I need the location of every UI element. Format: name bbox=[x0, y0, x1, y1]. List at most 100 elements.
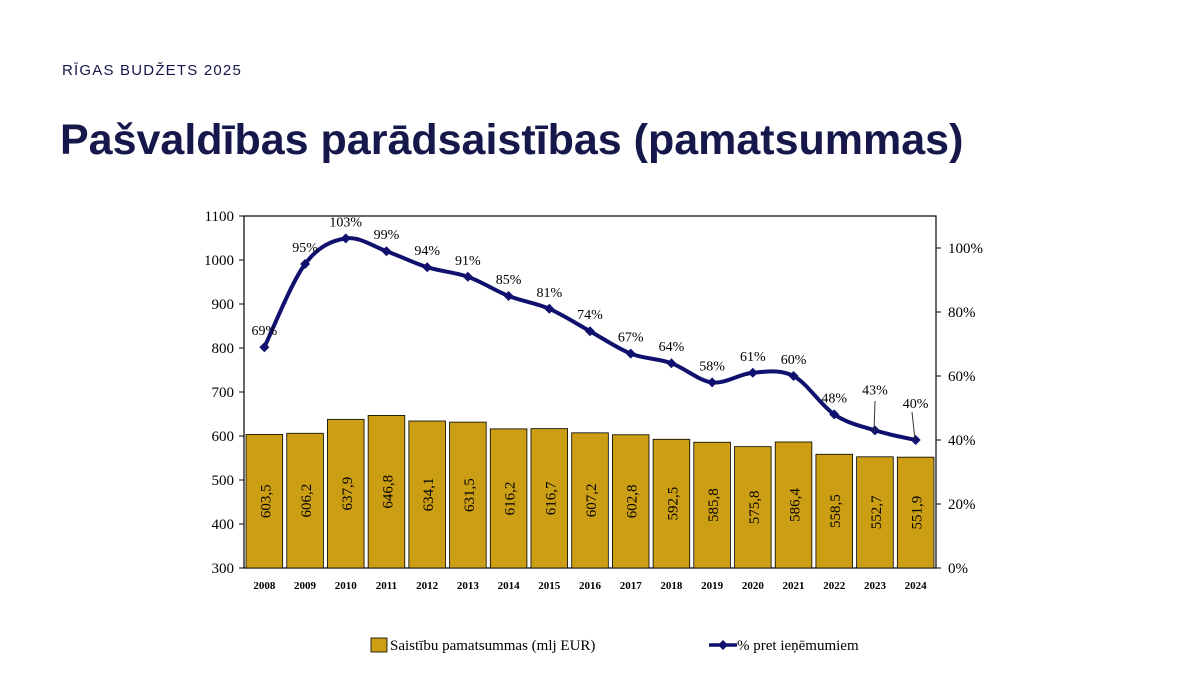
x-tick-2010: 2010 bbox=[335, 580, 358, 592]
x-tick-2014: 2014 bbox=[498, 580, 521, 592]
bar-2016 bbox=[571, 432, 609, 569]
page-title: Pašvaldības parādsaistības (pamatsummas) bbox=[60, 116, 964, 164]
marker-2018 bbox=[666, 358, 677, 369]
marker-2009 bbox=[300, 259, 311, 269]
bar-label-2012: 634,1 bbox=[421, 478, 437, 512]
bar-label-2010: 637,9 bbox=[340, 477, 356, 511]
x-tick-2021: 2021 bbox=[783, 580, 805, 592]
left-axis-ticks: 300 400 500 600 700 800 900 1000 1100 bbox=[204, 209, 244, 577]
bar-2017 bbox=[611, 434, 650, 569]
pct-label-2010: 103% bbox=[329, 215, 362, 230]
x-tick-2020: 2020 bbox=[742, 580, 765, 592]
left-tick-900: 900 bbox=[212, 297, 235, 313]
legend-line-marker bbox=[718, 640, 728, 650]
marker-2015 bbox=[544, 303, 555, 314]
bar-2019 bbox=[693, 441, 731, 569]
bar-value-labels: 603,5 606,2 637,9 646,8 634,1 631,5 616,2 616,7… bbox=[258, 475, 925, 530]
marker-2019 bbox=[707, 377, 718, 388]
label-leader-lines bbox=[873, 400, 916, 441]
bar-2024 bbox=[896, 456, 935, 569]
bar-2022 bbox=[815, 453, 853, 569]
pct-label-2023: 43% bbox=[862, 383, 888, 398]
pct-label-2008: 69% bbox=[252, 324, 278, 339]
x-axis-ticks: 2008 2009 2010 2011 2012 2013 2014 2015 2016 2017… bbox=[253, 580, 927, 592]
bar-2014 bbox=[489, 428, 528, 569]
x-tick-2008: 2008 bbox=[253, 580, 276, 592]
marker-2023 bbox=[869, 425, 880, 436]
bar-label-2019: 585,8 bbox=[706, 488, 722, 522]
x-tick-2019: 2019 bbox=[701, 580, 724, 592]
marker-2017 bbox=[625, 348, 636, 359]
marker-2013 bbox=[462, 271, 473, 282]
x-tick-2013: 2013 bbox=[457, 580, 480, 592]
percent-line bbox=[262, 236, 918, 442]
bar-label-2011: 646,8 bbox=[380, 475, 396, 509]
pct-label-2020: 61% bbox=[740, 350, 766, 365]
marker-2022 bbox=[829, 409, 840, 420]
bar-2009 bbox=[286, 432, 324, 569]
pct-label-2022: 48% bbox=[821, 391, 847, 406]
bar-label-2016: 607,2 bbox=[584, 484, 600, 518]
bar-label-2020: 575,8 bbox=[747, 490, 763, 524]
bar-label-2017: 602,8 bbox=[625, 485, 641, 519]
right-tick-0%: 0% bbox=[948, 561, 968, 577]
pct-label-2019: 58% bbox=[699, 359, 725, 374]
pct-label-2018: 64% bbox=[659, 340, 685, 355]
legend: Saistību pamatsummas (mlj EUR) % pret ie… bbox=[370, 637, 859, 654]
right-tick-60%: 60% bbox=[948, 369, 976, 385]
bar-label-2014: 616,2 bbox=[503, 482, 519, 516]
x-tick-2017: 2017 bbox=[620, 580, 643, 592]
legend-bar-label: Saistību pamatsummas (mlj EUR) bbox=[390, 638, 595, 654]
pct-label-2012: 94% bbox=[414, 244, 440, 259]
left-tick-600: 600 bbox=[212, 429, 235, 445]
x-tick-2024: 2024 bbox=[905, 580, 928, 592]
right-tick-20%: 20% bbox=[948, 497, 976, 513]
bar-label-2023: 552,7 bbox=[869, 495, 885, 529]
marker-2014 bbox=[503, 291, 514, 301]
bar-2010 bbox=[327, 418, 365, 569]
bar-2011 bbox=[367, 415, 406, 569]
bar-label-2013: 631,5 bbox=[462, 478, 478, 512]
pct-label-2016: 74% bbox=[577, 308, 603, 323]
bar-label-2018: 592,5 bbox=[665, 487, 681, 521]
right-tick-100%: 100% bbox=[948, 241, 983, 257]
x-tick-2011: 2011 bbox=[376, 580, 397, 592]
bar-label-2008: 603,5 bbox=[258, 484, 274, 518]
bar-2021 bbox=[774, 441, 813, 569]
left-tick-500: 500 bbox=[212, 473, 235, 489]
pct-label-2013: 91% bbox=[455, 254, 481, 269]
bar-label-2022: 558,5 bbox=[828, 494, 844, 528]
x-tick-2022: 2022 bbox=[823, 580, 846, 592]
bar-series bbox=[245, 415, 935, 569]
pct-label-2015: 81% bbox=[536, 286, 562, 301]
marker-2016 bbox=[585, 326, 595, 337]
pct-label-2014: 85% bbox=[496, 273, 522, 288]
x-tick-2015: 2015 bbox=[538, 580, 561, 592]
legend-bar-swatch bbox=[370, 637, 388, 653]
x-tick-2016: 2016 bbox=[579, 580, 602, 592]
marker-2024 bbox=[910, 435, 921, 445]
bar-label-2015: 616,7 bbox=[543, 481, 559, 515]
bar-2015 bbox=[530, 428, 569, 569]
marker-2010 bbox=[340, 233, 351, 244]
bar-label-2009: 606,2 bbox=[299, 484, 315, 518]
bar-2012 bbox=[408, 420, 446, 569]
left-tick-800: 800 bbox=[212, 341, 235, 357]
pct-label-2024: 40% bbox=[903, 397, 929, 412]
bar-label-2024: 551,9 bbox=[910, 496, 926, 530]
left-tick-1000: 1000 bbox=[204, 253, 234, 269]
bar-2013 bbox=[449, 421, 487, 569]
pct-label-2021: 60% bbox=[781, 353, 807, 368]
left-tick-700: 700 bbox=[212, 385, 235, 401]
marker-2020 bbox=[747, 367, 758, 378]
bar-2008 bbox=[245, 434, 284, 569]
percent-labels: 69% 95% 103% 99% 94% 91% 85% 81% 74% 67% 64% 58% 61%… bbox=[252, 215, 929, 412]
legend-line-label: % pret ieņēmumiem bbox=[737, 638, 859, 654]
bar-2018 bbox=[652, 438, 691, 569]
percent-markers bbox=[259, 233, 921, 445]
marker-2008 bbox=[259, 342, 270, 353]
right-tick-40%: 40% bbox=[948, 433, 976, 449]
x-tick-2018: 2018 bbox=[660, 580, 683, 592]
page-kicker: RĪGAS BUDŽETS 2025 bbox=[62, 62, 242, 79]
